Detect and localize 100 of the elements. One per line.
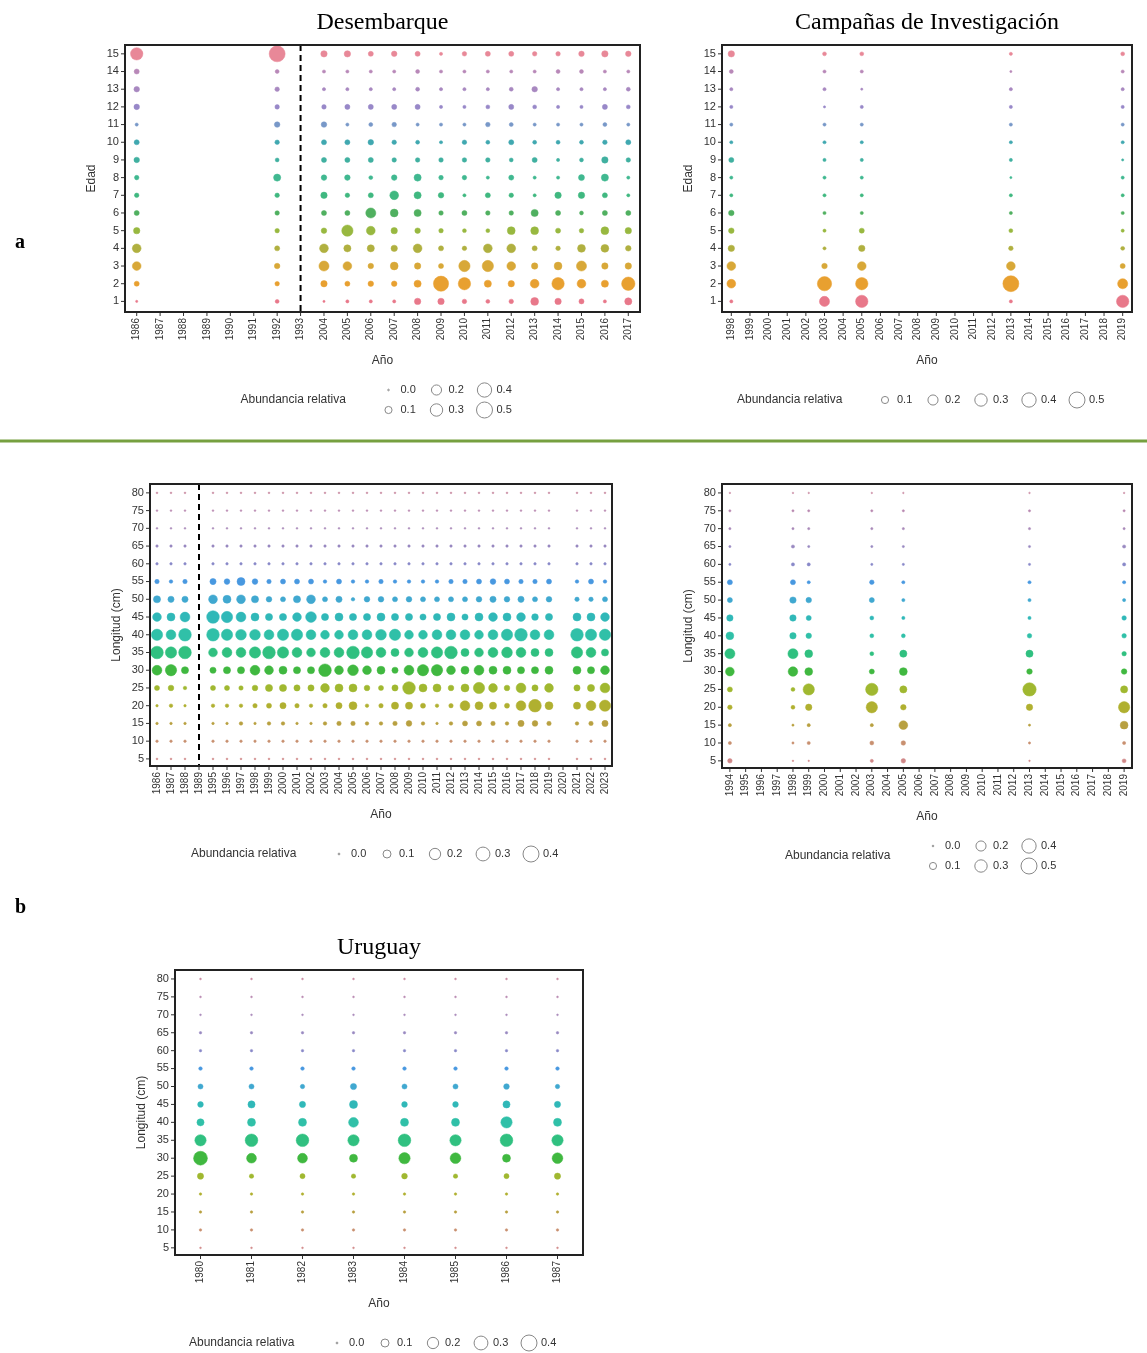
legend-label: 0.1 <box>400 402 416 415</box>
x-tick-label: 1995 <box>739 773 751 797</box>
y-tick-label: 12 <box>703 99 716 112</box>
y-tick-label: 70 <box>156 1007 169 1020</box>
y-tick-label: 30 <box>703 664 716 677</box>
x-axis-title: Año <box>916 353 938 367</box>
x-tick-label: 2006 <box>364 317 376 341</box>
x-tick-label: 2016 <box>1060 317 1072 341</box>
x-tick-label: 2017 <box>1086 773 1098 797</box>
x-tick-label: 1996 <box>755 773 767 797</box>
y-tick-label: 2 <box>112 276 119 289</box>
y-tick-label: 11 <box>107 117 119 130</box>
y-tick-label: 10 <box>106 135 119 148</box>
y-tick-label: 55 <box>156 1061 169 1074</box>
y-tick-label: 5 <box>709 753 716 766</box>
legend-label: 0.2 <box>447 846 463 859</box>
x-tick-label: 2000 <box>276 771 288 795</box>
y-tick-label: 50 <box>131 592 144 605</box>
legend-label: 0.5 <box>1041 858 1057 871</box>
x-tick-label: 2023 <box>598 771 610 795</box>
x-axis-title: Año <box>368 1296 390 1310</box>
y-tick-label: 50 <box>156 1079 169 1092</box>
x-tick-label: 2004 <box>881 773 893 797</box>
x-tick-label: 2014 <box>1023 317 1035 341</box>
x-tick-label: 2010 <box>458 317 470 341</box>
x-tick-label: 2020 <box>556 771 568 795</box>
x-tick-label: 2019 <box>542 771 554 795</box>
y-tick-label: 5 <box>137 751 144 764</box>
chart-title: Uruguay <box>337 933 421 959</box>
x-tick-label: 2018 <box>1097 317 1109 341</box>
x-tick-label: 1998 <box>724 317 736 341</box>
text: a <box>15 230 25 252</box>
x-tick-label: 2002 <box>799 317 811 341</box>
y-axis-title: Longitud (cm) <box>109 588 123 662</box>
legend-label: 0.4 <box>1041 392 1057 405</box>
y-tick-label: 10 <box>131 734 144 747</box>
legend-label: 0.2 <box>945 392 961 405</box>
x-tick-label: 1984 <box>398 1260 410 1284</box>
x-tick-label: 2013 <box>1004 317 1016 341</box>
x-tick-label: 2011 <box>430 771 442 794</box>
y-tick-label: 9 <box>709 152 716 165</box>
y-tick-label: 25 <box>131 680 144 693</box>
legend-label: 0.1 <box>399 846 415 859</box>
legend-label: 0.0 <box>400 382 416 395</box>
y-tick-label: 80 <box>131 485 144 498</box>
x-tick-label: 2008 <box>411 317 423 341</box>
x-tick-label: 2008 <box>388 771 400 795</box>
x-tick-label: 1995 <box>206 771 218 795</box>
x-tick-label: 2005 <box>855 317 867 341</box>
x-tick-label: 2018 <box>1101 773 1113 797</box>
y-tick-label: 35 <box>703 646 716 659</box>
y-tick-label: 55 <box>703 575 716 588</box>
x-tick-label: 1987 <box>164 771 176 795</box>
y-tick-label: 10 <box>156 1222 169 1235</box>
legend-title: Abundancia relativa <box>240 392 347 407</box>
y-tick-label: 65 <box>131 538 144 551</box>
x-tick-label: 2009 <box>434 317 446 341</box>
y-tick-label: 3 <box>709 258 716 271</box>
x-tick-label: 2016 <box>1070 773 1082 797</box>
y-tick-label: 35 <box>156 1133 169 1146</box>
y-tick-label: 40 <box>703 628 716 641</box>
x-tick-label: 2007 <box>387 317 399 341</box>
legend-label: 0.2 <box>993 838 1009 851</box>
legend-label: 0.1 <box>945 858 961 871</box>
x-tick-label: 2012 <box>985 317 997 341</box>
x-tick-label: 1993 <box>294 317 306 341</box>
legend-label: 0.4 <box>496 382 512 395</box>
y-tick-label: 35 <box>131 645 144 658</box>
y-tick-label: 25 <box>156 1169 169 1182</box>
x-tick-label: 2013 <box>458 771 470 795</box>
x-tick-label: 1999 <box>262 771 274 795</box>
y-tick-label: 20 <box>703 700 716 713</box>
y-tick-label: 5 <box>709 223 716 236</box>
y-axis-title: Longitud (cm) <box>681 589 695 663</box>
y-tick-label: 2 <box>709 276 716 289</box>
x-tick-label: 1985 <box>449 1260 461 1284</box>
legend-label: 0.5 <box>496 402 512 415</box>
x-axis-title: Año <box>370 807 392 821</box>
legend-label: 0.4 <box>1041 838 1057 851</box>
y-tick-label: 5 <box>162 1240 169 1253</box>
y-tick-label: 4 <box>709 241 716 254</box>
x-tick-label: 2014 <box>551 317 563 341</box>
x-tick-label: 2012 <box>444 771 456 795</box>
legend-label: 0.4 <box>543 846 559 859</box>
x-tick-label: 2017 <box>514 771 526 795</box>
x-tick-label: 2009 <box>960 773 972 797</box>
x-tick-label: 1996 <box>220 771 232 795</box>
y-tick-label: 6 <box>709 205 716 218</box>
y-tick-label: 45 <box>131 609 144 622</box>
y-tick-label: 3 <box>112 258 119 271</box>
x-tick-label: 2004 <box>332 771 344 795</box>
y-tick-label: 1 <box>709 294 716 307</box>
x-tick-label: 1982 <box>296 1260 308 1284</box>
x-tick-label: 1986 <box>500 1260 512 1284</box>
legend-label: 0.2 <box>448 382 464 395</box>
x-tick-label: 2011 <box>481 317 493 340</box>
y-tick-label: 7 <box>112 188 119 201</box>
legend-label: 0.0 <box>351 846 367 859</box>
y-tick-label: 45 <box>156 1097 169 1110</box>
y-tick-label: 9 <box>112 152 119 165</box>
